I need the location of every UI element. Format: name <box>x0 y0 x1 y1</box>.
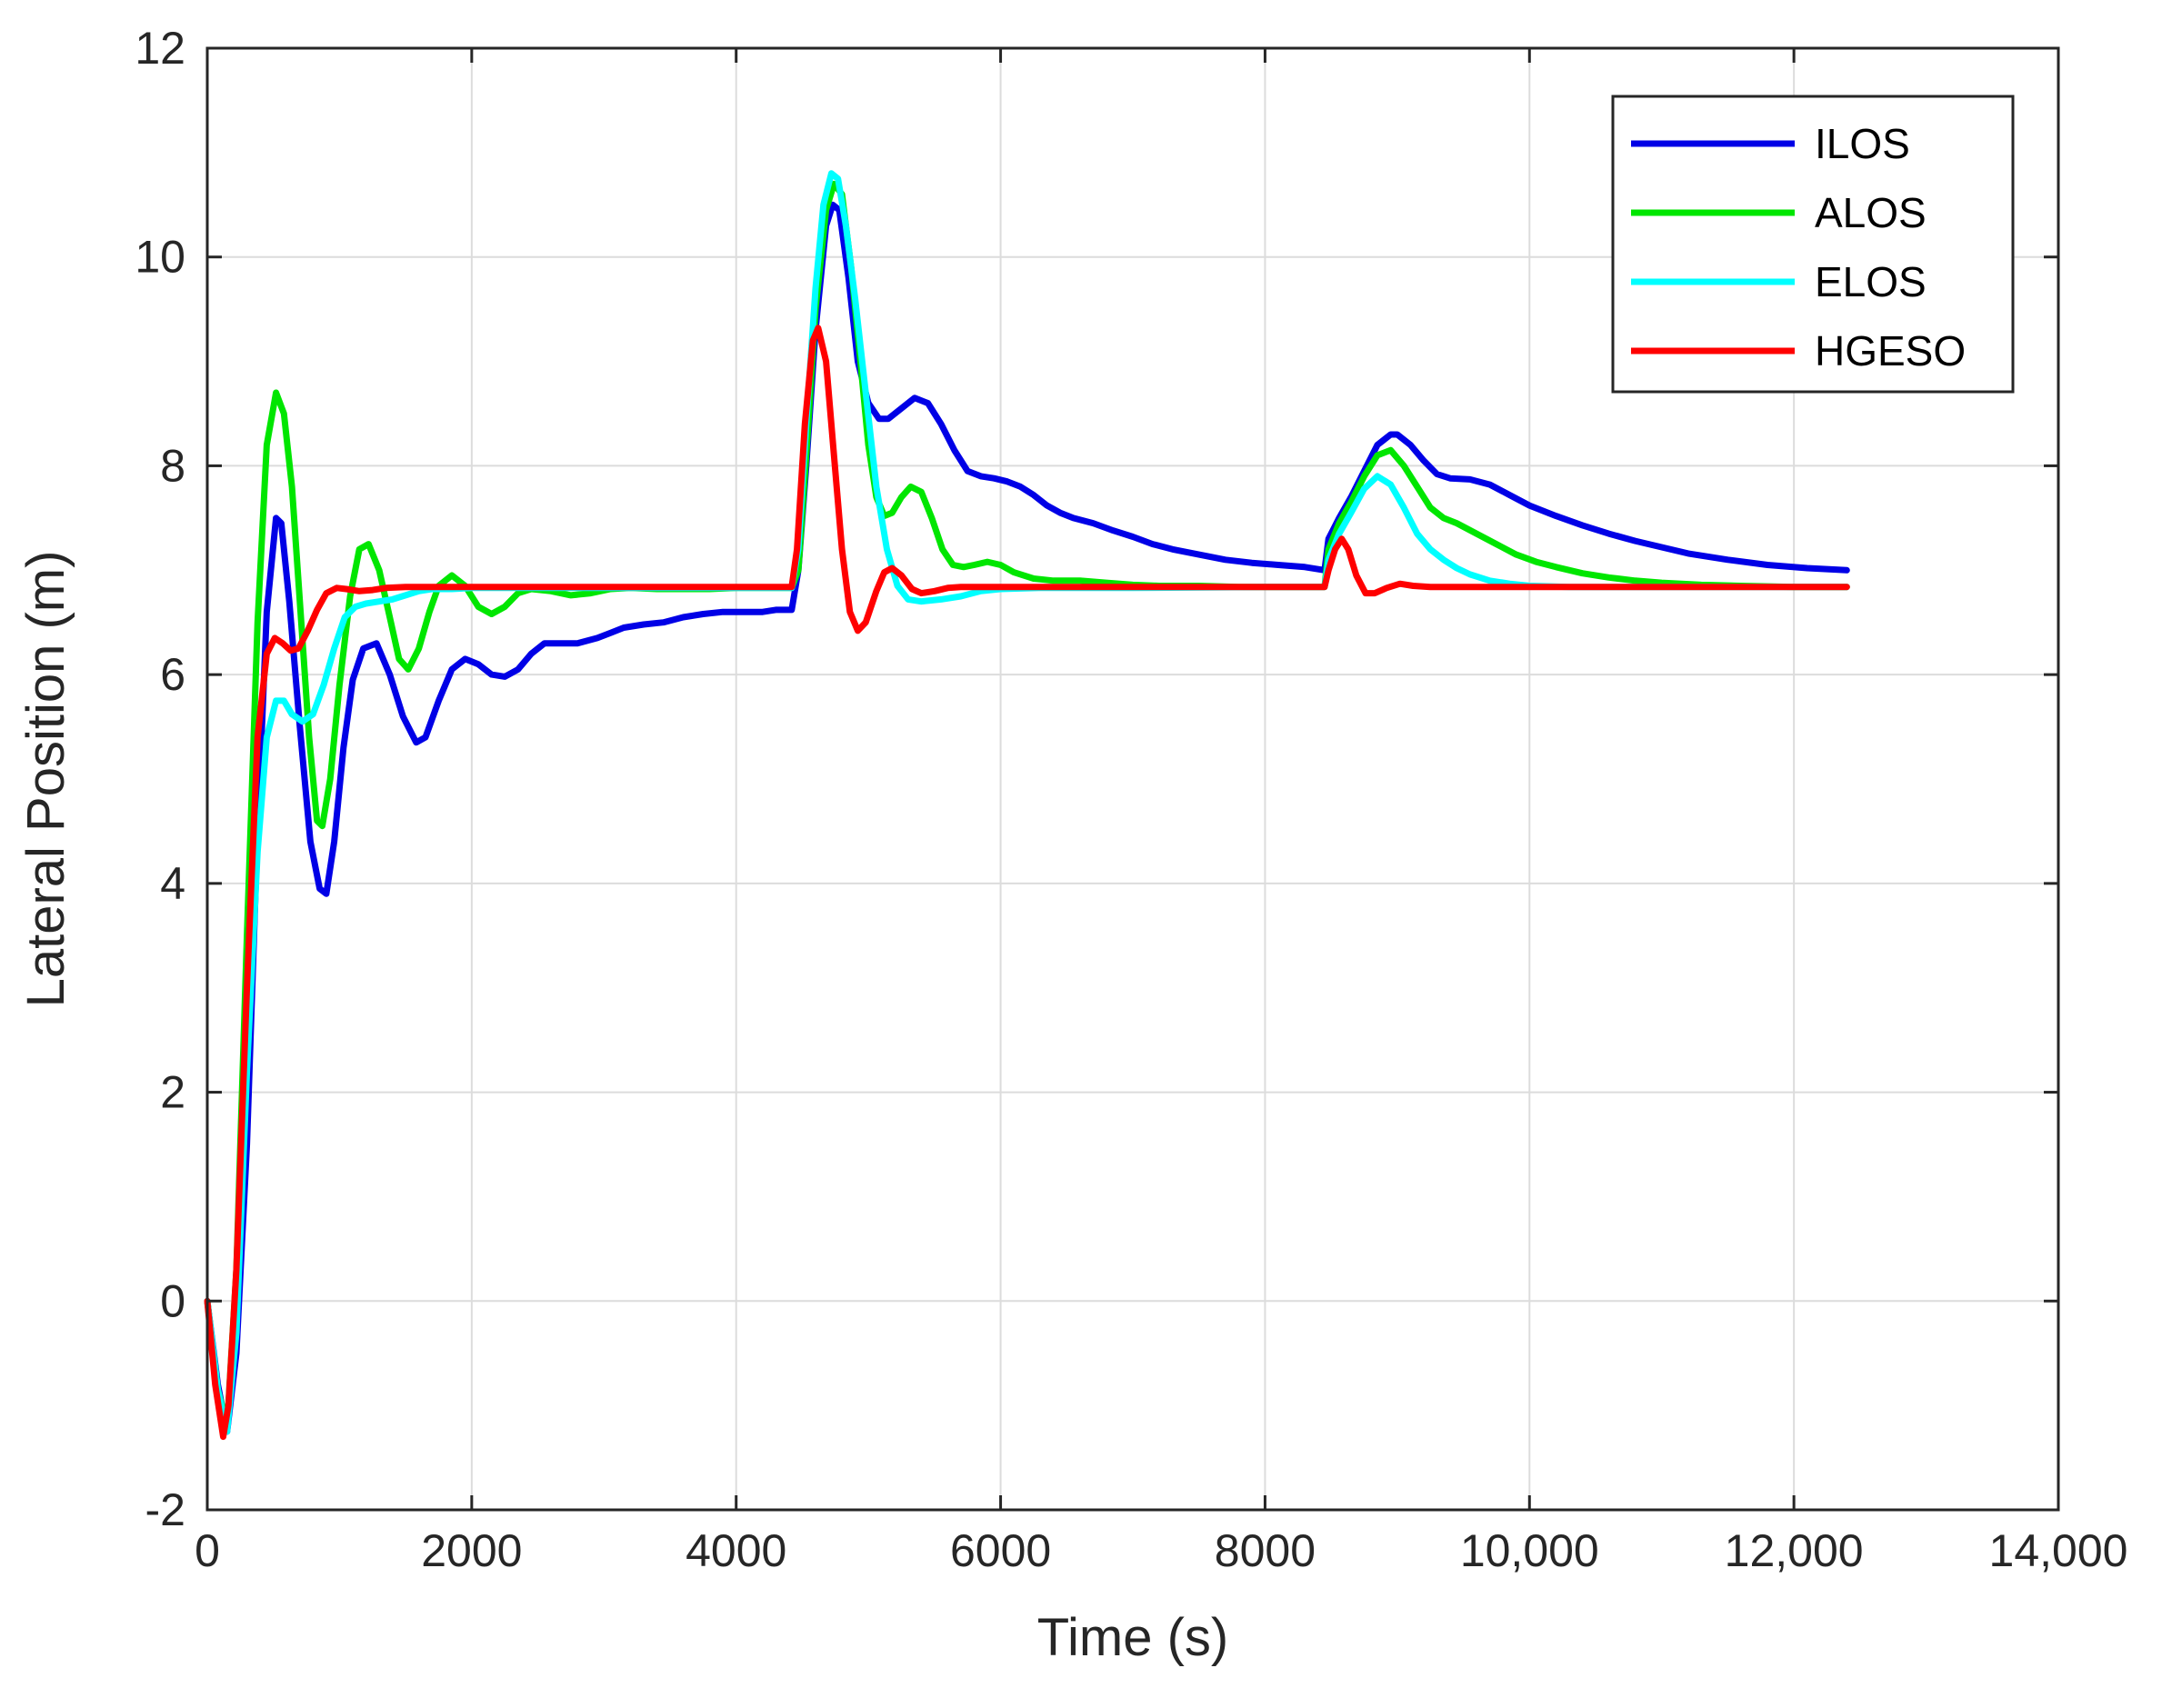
x-tick-label: 6000 <box>950 1525 1051 1576</box>
series-line-hgeso <box>204 325 1850 1441</box>
y-axis-title: Lateral Position (m) <box>16 551 75 1008</box>
legend-label: ILOS <box>1815 120 1910 167</box>
x-tick-label: 4000 <box>686 1525 786 1576</box>
axis-ticks: 0 2000 4000 6000 8000 10,000 12,000 14,000-2024… <box>135 23 2127 1576</box>
y-tick-label: 12 <box>135 23 185 74</box>
y-tick-label: -2 <box>145 1484 185 1535</box>
x-tick-label: 12,000 <box>1725 1525 1864 1576</box>
legend-label: ALOS <box>1815 189 1927 236</box>
legend-label: ELOS <box>1815 258 1927 305</box>
x-tick-label: 2000 <box>421 1525 522 1576</box>
y-tick-label: 4 <box>160 858 185 909</box>
x-tick-label: 10,000 <box>1460 1525 1599 1576</box>
y-tick-label: 6 <box>160 649 185 700</box>
x-tick-label: 14,000 <box>1989 1525 2128 1576</box>
legend-label: HGESO <box>1815 327 1966 375</box>
x-axis-title: Time (s) <box>1037 1608 1228 1667</box>
series-line-elos <box>204 170 1850 1435</box>
series-lines <box>204 170 1850 1441</box>
y-tick-label: 8 <box>160 440 185 491</box>
y-tick-label: 2 <box>160 1067 185 1118</box>
legend: ILOS ALOS ELOS HGESO <box>1611 95 2015 394</box>
plot-area-frame <box>205 46 2060 1512</box>
y-tick-label: 10 <box>135 232 185 283</box>
x-tick-label: 0 <box>195 1525 220 1576</box>
y-tick-label: 0 <box>160 1275 185 1326</box>
x-tick-label: 8000 <box>1215 1525 1316 1576</box>
